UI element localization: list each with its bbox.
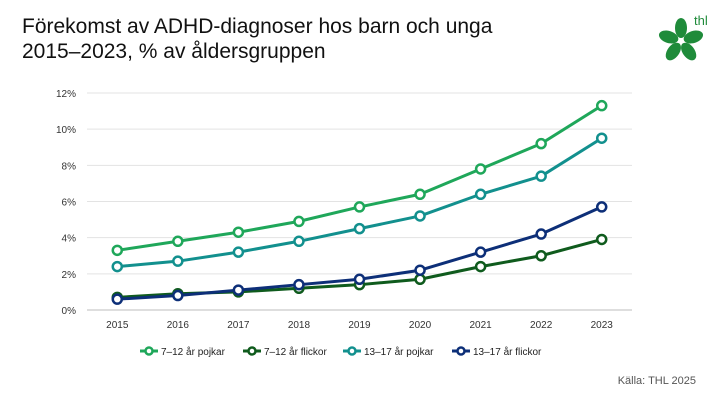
chart-title: Förekomst av ADHD-diagnoser hos barn och… xyxy=(22,14,622,64)
x-tick-label: 2016 xyxy=(167,320,190,331)
data-point xyxy=(353,201,366,213)
legend-marker xyxy=(456,346,466,356)
data-point xyxy=(535,170,547,182)
x-tick-label: 2015 xyxy=(106,320,129,331)
y-tick-label: 2% xyxy=(62,270,77,281)
data-point xyxy=(172,255,184,267)
data-point xyxy=(293,235,305,248)
data-point xyxy=(172,235,184,248)
data-point xyxy=(595,201,608,213)
x-tick-label: 2021 xyxy=(469,320,492,331)
x-tick-label: 2017 xyxy=(227,320,250,331)
data-point xyxy=(474,246,487,258)
legend-label: 7–12 år flickor xyxy=(264,346,327,358)
y-tick-label: 0% xyxy=(62,306,77,317)
x-tick-label: 2020 xyxy=(409,320,432,331)
data-point xyxy=(474,260,487,273)
legend-marker xyxy=(144,346,154,356)
data-point xyxy=(353,273,366,286)
data-point xyxy=(414,273,426,286)
data-point xyxy=(474,163,487,175)
title-line-2: 2015–2023, % av åldersgruppen xyxy=(22,40,326,63)
x-tick-label: 2019 xyxy=(348,320,371,331)
y-tick-label: 8% xyxy=(62,161,77,172)
data-point xyxy=(353,222,366,235)
legend-marker xyxy=(247,346,257,356)
thl-logo: thl xyxy=(658,13,708,61)
data-point xyxy=(111,244,124,257)
data-point xyxy=(414,210,426,222)
legend-label: 13–17 år pojkar xyxy=(364,346,434,358)
source-note: Källa: THL 2025 xyxy=(617,375,696,387)
data-point xyxy=(232,226,245,238)
data-point xyxy=(474,188,487,201)
x-tick-label: 2018 xyxy=(288,320,311,331)
data-point xyxy=(111,293,124,305)
logo-text: thl xyxy=(694,13,708,28)
x-tick-label: 2023 xyxy=(591,320,614,331)
y-tick-label: 6% xyxy=(62,198,77,209)
data-point xyxy=(535,250,547,262)
data-point xyxy=(293,278,305,291)
x-tick-label: 2022 xyxy=(530,320,553,331)
y-tick-label: 10% xyxy=(56,125,76,136)
data-point xyxy=(414,188,426,201)
title-line-1: Förekomst av ADHD-diagnoser hos barn och… xyxy=(22,15,493,38)
data-point xyxy=(293,215,305,228)
y-tick-label: 12% xyxy=(56,89,76,100)
legend-marker xyxy=(347,346,357,356)
data-point xyxy=(414,264,426,276)
leaf-icon xyxy=(658,18,704,61)
data-point xyxy=(232,284,245,296)
legend-label: 7–12 år pojkar xyxy=(161,346,226,358)
data-point xyxy=(172,289,184,302)
y-tick-label: 4% xyxy=(62,234,77,245)
legend-label: 13–17 år flickor xyxy=(473,346,542,358)
data-point xyxy=(111,260,124,273)
data-point xyxy=(535,228,547,240)
data-point xyxy=(232,246,245,258)
data-point xyxy=(535,137,547,150)
data-point xyxy=(595,99,608,112)
data-point xyxy=(595,233,608,246)
data-point xyxy=(595,132,608,144)
